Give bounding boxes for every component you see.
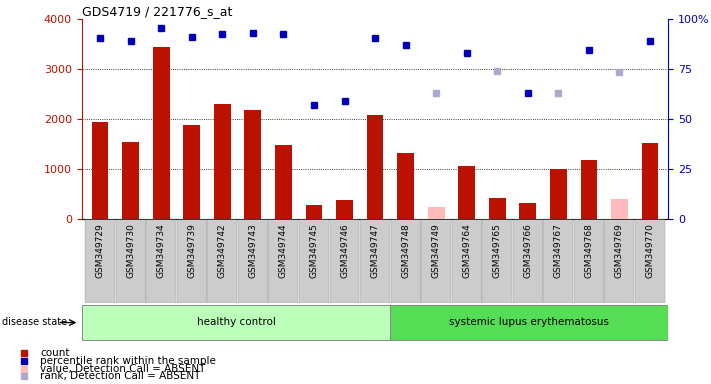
FancyBboxPatch shape [604,219,634,303]
Text: GSM349739: GSM349739 [187,223,196,278]
FancyBboxPatch shape [238,219,268,303]
Text: GSM349767: GSM349767 [554,223,563,278]
FancyBboxPatch shape [116,219,146,303]
Text: GSM349749: GSM349749 [432,223,441,278]
Text: GSM349764: GSM349764 [462,223,471,278]
Text: percentile rank within the sample: percentile rank within the sample [40,356,215,366]
Text: GSM349734: GSM349734 [156,223,166,278]
Bar [122,142,139,219]
Bar [580,160,597,219]
Bar [459,167,475,219]
Bar [641,143,658,219]
FancyBboxPatch shape [635,219,665,303]
Text: count: count [40,348,70,358]
FancyBboxPatch shape [360,219,390,303]
FancyBboxPatch shape [208,219,237,303]
Bar [397,154,414,219]
FancyBboxPatch shape [329,219,360,303]
Text: GSM349768: GSM349768 [584,223,594,278]
Text: healthy control: healthy control [197,317,276,327]
FancyBboxPatch shape [299,219,329,303]
FancyBboxPatch shape [543,219,573,303]
FancyBboxPatch shape [451,219,481,303]
Text: GSM349742: GSM349742 [218,223,227,278]
FancyBboxPatch shape [177,219,207,303]
Bar [611,199,628,219]
FancyBboxPatch shape [513,219,542,303]
FancyBboxPatch shape [269,219,299,303]
Bar [245,110,261,219]
FancyBboxPatch shape [85,219,115,303]
Bar [550,169,567,219]
FancyBboxPatch shape [146,219,176,303]
Bar [428,207,444,219]
Text: value, Detection Call = ABSENT: value, Detection Call = ABSENT [40,364,205,374]
Text: GSM349729: GSM349729 [95,223,105,278]
FancyBboxPatch shape [390,305,668,340]
Bar [520,203,536,219]
Bar [214,104,230,219]
Text: GSM349766: GSM349766 [523,223,533,278]
Text: GSM349744: GSM349744 [279,223,288,278]
Text: GSM349770: GSM349770 [646,223,655,278]
Bar [489,198,506,219]
Text: disease state: disease state [1,317,67,327]
Text: GSM349746: GSM349746 [340,223,349,278]
FancyBboxPatch shape [82,305,390,340]
FancyBboxPatch shape [421,219,451,303]
FancyBboxPatch shape [574,219,604,303]
Bar [367,114,383,219]
Text: GSM349743: GSM349743 [248,223,257,278]
Text: systemic lupus erythematosus: systemic lupus erythematosus [449,317,609,327]
Text: rank, Detection Call = ABSENT: rank, Detection Call = ABSENT [40,371,201,381]
Text: GSM349745: GSM349745 [309,223,319,278]
FancyBboxPatch shape [390,219,421,303]
Bar [92,122,109,219]
Bar [336,200,353,219]
Bar [275,145,292,219]
Bar [183,125,201,219]
Text: GDS4719 / 221776_s_at: GDS4719 / 221776_s_at [82,5,232,18]
Bar [153,47,170,219]
Bar [306,205,322,219]
Text: GSM349769: GSM349769 [615,223,624,278]
Text: GSM349747: GSM349747 [370,223,380,278]
FancyBboxPatch shape [482,219,512,303]
Text: GSM349748: GSM349748 [401,223,410,278]
Text: GSM349765: GSM349765 [493,223,502,278]
Text: GSM349730: GSM349730 [126,223,135,278]
